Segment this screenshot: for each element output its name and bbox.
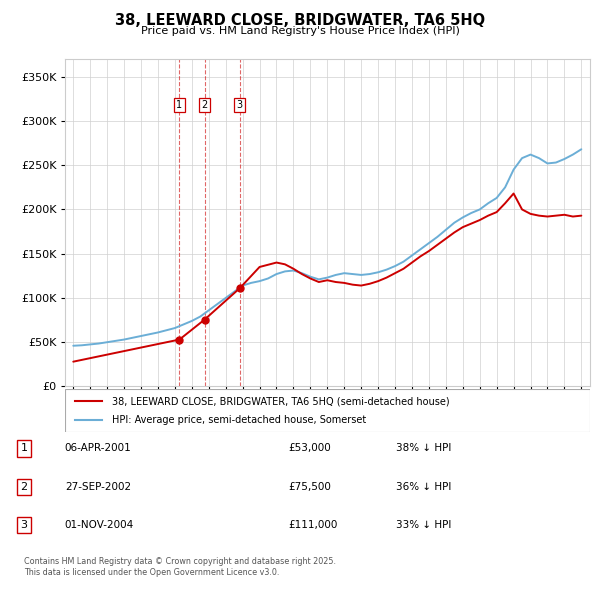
Text: 2: 2 — [20, 482, 28, 491]
Text: £75,500: £75,500 — [288, 482, 331, 491]
Text: 06-APR-2001: 06-APR-2001 — [65, 444, 131, 453]
Text: 38% ↓ HPI: 38% ↓ HPI — [396, 444, 451, 453]
Text: Contains HM Land Registry data © Crown copyright and database right 2025.: Contains HM Land Registry data © Crown c… — [24, 557, 336, 566]
Text: 38, LEEWARD CLOSE, BRIDGWATER, TA6 5HQ: 38, LEEWARD CLOSE, BRIDGWATER, TA6 5HQ — [115, 13, 485, 28]
Text: Price paid vs. HM Land Registry's House Price Index (HPI): Price paid vs. HM Land Registry's House … — [140, 26, 460, 36]
Text: 3: 3 — [236, 100, 243, 110]
Text: 36% ↓ HPI: 36% ↓ HPI — [396, 482, 451, 491]
Text: 33% ↓ HPI: 33% ↓ HPI — [396, 520, 451, 530]
Text: 27-SEP-2002: 27-SEP-2002 — [65, 482, 131, 491]
Text: 2: 2 — [202, 100, 208, 110]
Text: HPI: Average price, semi-detached house, Somerset: HPI: Average price, semi-detached house,… — [112, 415, 366, 425]
Text: £53,000: £53,000 — [288, 444, 331, 453]
Text: This data is licensed under the Open Government Licence v3.0.: This data is licensed under the Open Gov… — [24, 568, 280, 577]
Text: 01-NOV-2004: 01-NOV-2004 — [65, 520, 134, 530]
Text: 3: 3 — [20, 520, 28, 530]
Text: 1: 1 — [20, 444, 28, 453]
Text: 1: 1 — [176, 100, 182, 110]
Text: £111,000: £111,000 — [288, 520, 337, 530]
Text: 38, LEEWARD CLOSE, BRIDGWATER, TA6 5HQ (semi-detached house): 38, LEEWARD CLOSE, BRIDGWATER, TA6 5HQ (… — [112, 396, 449, 407]
FancyBboxPatch shape — [65, 389, 590, 432]
